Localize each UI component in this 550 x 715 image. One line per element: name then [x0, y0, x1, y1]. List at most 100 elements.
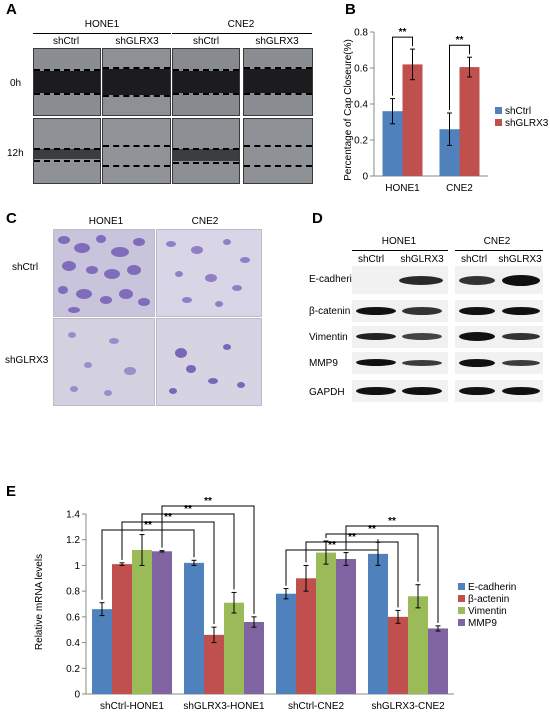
- blot-label-bcatenin: β-catenin: [309, 306, 351, 317]
- panel-d-group-3: shCtrl: [460, 254, 488, 265]
- blot-band: [356, 359, 396, 366]
- transwell-image: [156, 229, 262, 317]
- chart-b-sig-label: **: [399, 27, 407, 38]
- scratch-image: [33, 48, 101, 116]
- transwell-image: [156, 318, 262, 406]
- panel-d-line-hone1: [352, 250, 448, 251]
- chart-b-y-tick-label: 0: [362, 172, 368, 183]
- blot-band: [356, 333, 396, 340]
- chart-e-y-tick-label: 1.2: [66, 535, 80, 546]
- chart-e-sig-bracket: [285, 539, 379, 586]
- blot-band: [459, 359, 495, 367]
- chart-b-y-tick-label: 0.6: [354, 64, 368, 75]
- chart-e-legend-label: Vimentin: [468, 606, 507, 617]
- panel-c-cell-cne2: CNE2: [191, 216, 219, 227]
- panel-a-time-0h: 0h: [10, 78, 22, 89]
- blot-label-gapdh: GAPDH: [309, 387, 345, 398]
- chart-e-x-tick-label: shGLRX3-HONE1: [183, 701, 265, 710]
- panel-c-row-shglrx3: shGLRX3: [5, 355, 49, 366]
- chart-e-x-tick-label: shCtrl-CNE2: [288, 701, 345, 710]
- panel-a-cell-hone1: HONE1: [84, 19, 120, 30]
- chart-e-bar: [408, 596, 428, 694]
- panel-d-group-2: shGLRX3: [400, 254, 444, 265]
- chart-e-sig-label: **: [368, 524, 376, 535]
- scratch-image: [243, 118, 313, 184]
- chart-e-sig-label: **: [328, 540, 336, 551]
- scratch-image: [102, 118, 171, 184]
- chart-b-legend-label: shCtrl: [505, 106, 531, 117]
- panel-a-letter: A: [6, 1, 17, 18]
- panel-c-letter: C: [6, 210, 17, 227]
- blot-band: [402, 307, 442, 315]
- panel-a-line-cne2: [172, 33, 312, 34]
- blot-band: [459, 387, 495, 395]
- chart-e-sig-label: **: [184, 504, 192, 515]
- chart-b-x-tick-label: HONE1: [385, 183, 420, 194]
- panel-d-line-cne2: [455, 250, 543, 251]
- scratch-image: [33, 118, 101, 184]
- panel-c-cell-hone1: HONE1: [88, 216, 124, 227]
- panel-d-cell-hone1: HONE1: [381, 236, 417, 247]
- chart-e-legend-swatch: [458, 607, 465, 614]
- chart-b-y-tick-label: 0.8: [354, 28, 368, 39]
- chart-e-bar: [204, 634, 224, 694]
- blot-band: [502, 275, 540, 286]
- chart-e-ylabel: Relative mRNA levels: [34, 554, 45, 650]
- chart-e-bar: [244, 622, 264, 694]
- chart-b-legend-swatch: [495, 119, 502, 126]
- chart-e-bar: [336, 559, 356, 694]
- panel-a-group-4: shGLRX3: [255, 36, 299, 47]
- chart-e-legend-swatch: [458, 583, 465, 590]
- blot-band: [402, 387, 442, 395]
- chart-e-bar: [184, 562, 204, 694]
- chart-b-legend-swatch: [495, 107, 502, 114]
- chart-e-x-tick-label: shCtrl-HONE1: [100, 701, 164, 710]
- chart-e-bar: [112, 564, 132, 694]
- scratch-image: [172, 118, 240, 184]
- chart-e-bar: [316, 552, 336, 694]
- panel-d-group-1: shCtrl: [357, 254, 385, 265]
- transwell-image: [53, 229, 155, 317]
- chart-b-bar: [402, 64, 423, 176]
- chart-e-sig-bracket: [101, 529, 195, 600]
- chart-e-bar: [388, 616, 408, 694]
- chart-b-bar: [459, 67, 480, 176]
- chart-e-y-tick-label: 0.4: [66, 638, 80, 649]
- blot-band: [502, 333, 540, 340]
- panel-c-row-shctrl: shCtrl: [12, 262, 39, 273]
- blot-label-ecadherin: E-cadherin: [309, 274, 358, 285]
- chart-e-y-tick-label: 0: [74, 690, 80, 701]
- chart-e-sig-label: **: [144, 520, 152, 531]
- transwell-image: [53, 318, 155, 406]
- blot-band: [356, 307, 396, 315]
- chart-e-legend-label: E-cadherin: [468, 582, 516, 593]
- blot-band: [502, 360, 540, 366]
- chart-e-sig-bracket: [161, 505, 255, 614]
- blot-band: [459, 332, 495, 341]
- chart-b-sig-bracket: [392, 36, 413, 96]
- chart-e-sig-label: **: [204, 496, 212, 507]
- chart-e-bar: [276, 593, 296, 694]
- chart-mrna-levels: Relative mRNA levels 0 0.2 0.4 0.6 0.8 1 1.2 1.…: [34, 496, 516, 710]
- chart-b-sig-bracket: [449, 44, 470, 110]
- panel-a-line-hone1: [33, 33, 171, 34]
- chart-e-y-tick-label: 0.6: [66, 612, 80, 623]
- scratch-image: [243, 48, 313, 116]
- chart-e-legend-label: β-actenin: [468, 594, 509, 605]
- chart-b-x-tick-label: CNE2: [446, 183, 473, 194]
- panel-b-letter: B: [345, 1, 356, 18]
- panel-a-group-3: shCtrl: [192, 36, 220, 47]
- chart-e-bar: [92, 609, 112, 694]
- panel-a-group-1: shCtrl: [52, 36, 80, 47]
- chart-e-y-tick-label: 0.8: [66, 587, 80, 598]
- scratch-image: [172, 48, 240, 116]
- panel-a-time-12h: 12h: [7, 148, 24, 159]
- chart-b-bar: [439, 129, 460, 176]
- blot-label-vimentin: Vimentin: [309, 332, 348, 343]
- chart-e-bar: [368, 553, 388, 694]
- chart-e-x-tick-label: shGLRX3-CNE2: [371, 701, 445, 710]
- chart-e-bar: [296, 578, 316, 694]
- chart-e-sig-bracket: [305, 541, 399, 608]
- panel-d-cell-cne2: CNE2: [483, 236, 511, 247]
- chart-e-legend-label: MMP9: [468, 618, 497, 629]
